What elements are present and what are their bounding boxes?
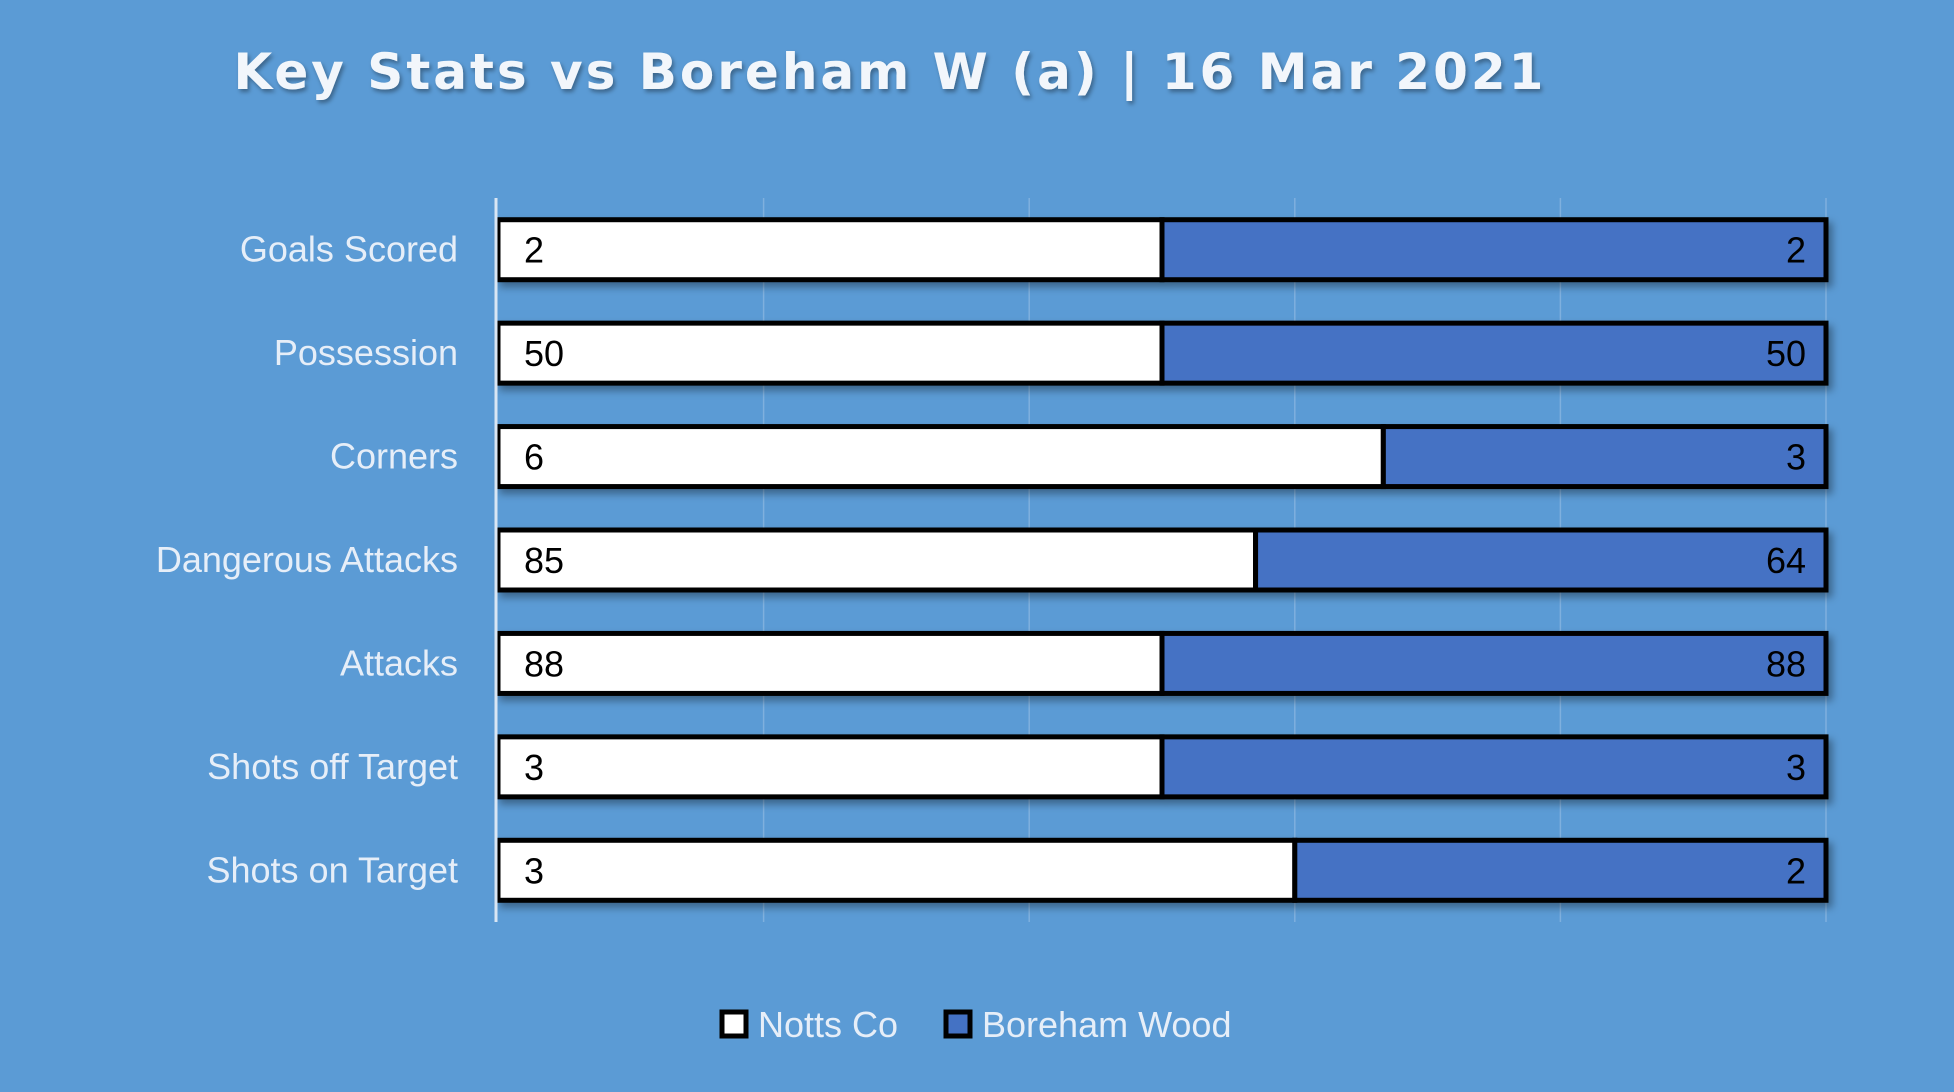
legend-swatch (719, 1009, 749, 1039)
legend-label: Boreham Wood (982, 1004, 1231, 1045)
bar-boreham-wood (1159, 734, 1829, 800)
bar-boreham-wood (1159, 320, 1829, 386)
bar-boreham-wood (1253, 527, 1829, 593)
bar-row (495, 734, 1829, 800)
bar-notts-co (495, 217, 1165, 283)
bar-boreham-wood (1159, 217, 1829, 283)
legend-item: Boreham Wood (943, 1004, 1231, 1045)
bar-notts-co (495, 320, 1165, 386)
value-label-boreham-wood: 64 (1766, 540, 1806, 581)
bar-row (495, 320, 1829, 386)
chart-title: Key Stats vs Boreham W (a) | 16 Mar 2021 (234, 43, 1547, 101)
category-label: Attacks (340, 642, 458, 683)
value-label-boreham-wood: 88 (1766, 643, 1806, 684)
bar-row (495, 424, 1829, 490)
category-label: Dangerous Attacks (156, 539, 458, 580)
bar-boreham-wood (1292, 837, 1829, 903)
bar-boreham-wood (1380, 424, 1829, 490)
bar-row (495, 527, 1829, 593)
value-label-boreham-wood: 3 (1786, 437, 1806, 478)
value-label-notts-co: 3 (524, 850, 544, 891)
category-label: Corners (330, 436, 458, 477)
value-label-notts-co: 6 (524, 437, 544, 478)
value-label-boreham-wood: 2 (1786, 230, 1806, 271)
category-label: Shots on Target (206, 849, 458, 890)
value-labels: 2 2 50 50 6 3 85 64 88 88 3 3 3 2 (524, 230, 1806, 892)
bar-notts-co (495, 734, 1165, 800)
value-label-notts-co: 88 (524, 643, 564, 684)
value-label-notts-co: 2 (524, 230, 544, 271)
legend-label: Notts Co (758, 1004, 898, 1045)
bar-notts-co (495, 630, 1165, 696)
category-labels: Goals Scored Possession Corners Dangerous A… (156, 229, 458, 891)
bar-row (495, 837, 1829, 903)
value-label-notts-co: 85 (524, 540, 564, 581)
value-label-notts-co: 3 (524, 747, 544, 788)
bars (495, 217, 1829, 903)
category-label: Goals Scored (240, 229, 458, 270)
bar-row (495, 630, 1829, 696)
bar-notts-co (495, 837, 1298, 903)
bar-row (495, 217, 1829, 283)
bar-notts-co (495, 424, 1386, 490)
bar-boreham-wood (1159, 630, 1829, 696)
value-label-boreham-wood: 3 (1786, 747, 1806, 788)
legend-item: Notts Co (719, 1004, 898, 1045)
value-label-notts-co: 50 (524, 333, 564, 374)
category-label: Shots off Target (207, 746, 458, 787)
value-label-boreham-wood: 50 (1766, 333, 1806, 374)
value-label-boreham-wood: 2 (1786, 850, 1806, 891)
category-label: Possession (274, 332, 458, 373)
legend: Notts Co Boreham Wood (719, 1004, 1231, 1045)
bar-notts-co (495, 527, 1259, 593)
legend-swatch (943, 1009, 973, 1039)
